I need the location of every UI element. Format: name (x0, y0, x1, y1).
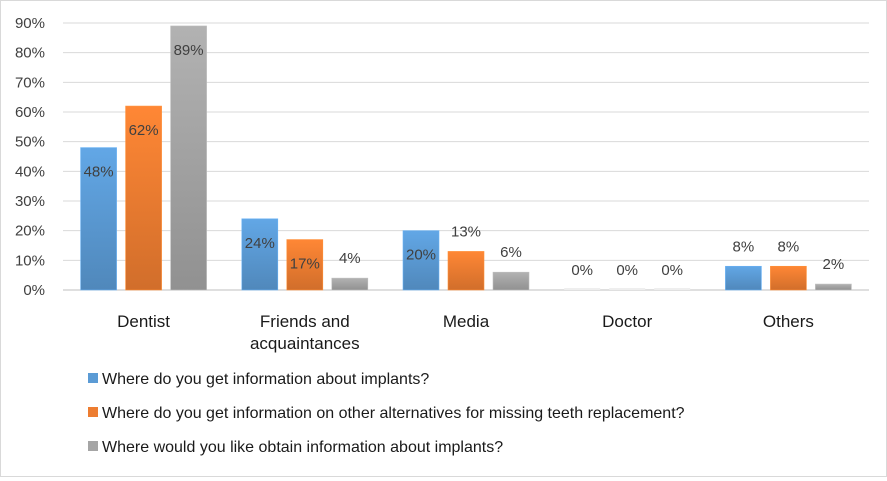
x-category-label: Media (443, 312, 490, 331)
y-tick-label: 10% (15, 252, 45, 269)
bar-series-3-cat-2 (331, 277, 369, 291)
bar-series-2-cat-2 (286, 239, 324, 291)
bar-series-3-cat-3 (492, 271, 530, 291)
data-label: 48% (84, 164, 114, 181)
legend: Where do you get information about impla… (88, 371, 685, 456)
x-category-label: Friends and acquaintances (250, 312, 360, 353)
y-tick-label: 80% (15, 45, 45, 62)
bar-series-1-cat-4 (564, 288, 601, 290)
bar-series-1-cat-3 (402, 230, 440, 291)
bar-series-3-cat-5 (815, 283, 852, 291)
x-category-label: Dentist (117, 312, 170, 331)
bars (80, 25, 852, 291)
bar-series-3-cat-1 (170, 25, 207, 291)
legend-swatch (88, 407, 98, 417)
bar-series-3-cat-4 (654, 288, 691, 290)
data-label: 17% (290, 256, 320, 273)
data-label: 13% (451, 223, 481, 240)
bar-series-1-cat-1 (80, 147, 117, 291)
legend-label: Where do you get information about impla… (102, 371, 429, 388)
bar-series-2-cat-1 (125, 105, 162, 291)
bar-series-2-cat-5 (770, 265, 807, 291)
legend-label: Where would you like obtain information … (102, 439, 503, 456)
data-labels: 48% 24% 20% 0% 8% 62% 17% 13% 0% 8% 89% 4% 6% 0% 2% (84, 42, 845, 279)
data-label: 6% (500, 244, 522, 261)
x-category-label: Doctor (602, 312, 652, 331)
bar-series-2-cat-3 (447, 251, 485, 291)
data-label: 62% (129, 122, 159, 139)
data-label: 24% (245, 235, 275, 252)
data-label: 4% (339, 250, 361, 267)
x-category-label: Others (763, 312, 814, 331)
data-label: 0% (616, 262, 638, 279)
legend-swatch (88, 373, 98, 383)
y-tick-label: 0% (23, 282, 45, 299)
y-tick-label: 20% (15, 223, 45, 240)
data-label: 8% (778, 238, 800, 255)
bar-series-2-cat-4 (609, 288, 646, 290)
bar-series-1-cat-2 (241, 218, 279, 291)
y-tick-label: 30% (15, 193, 45, 210)
legend-swatch (88, 441, 98, 451)
legend-label: Where do you get information on other al… (102, 405, 685, 422)
data-label: 89% (174, 42, 204, 59)
data-label: 8% (733, 238, 755, 255)
y-axis: 0% 10% 20% 30% 40% 50% 60% 70% 80% 90% (15, 15, 45, 299)
data-label: 0% (661, 262, 683, 279)
y-tick-label: 60% (15, 104, 45, 121)
data-label: 2% (823, 256, 845, 273)
y-tick-label: 40% (15, 163, 45, 180)
bar-series-1-cat-5 (725, 265, 762, 291)
x-axis: Dentist Friends and acquaintances Media Doct… (117, 312, 814, 353)
data-label: 20% (406, 247, 436, 264)
y-tick-label: 90% (15, 15, 45, 32)
y-tick-label: 50% (15, 134, 45, 151)
data-label: 0% (571, 262, 593, 279)
y-tick-label: 70% (15, 74, 45, 91)
